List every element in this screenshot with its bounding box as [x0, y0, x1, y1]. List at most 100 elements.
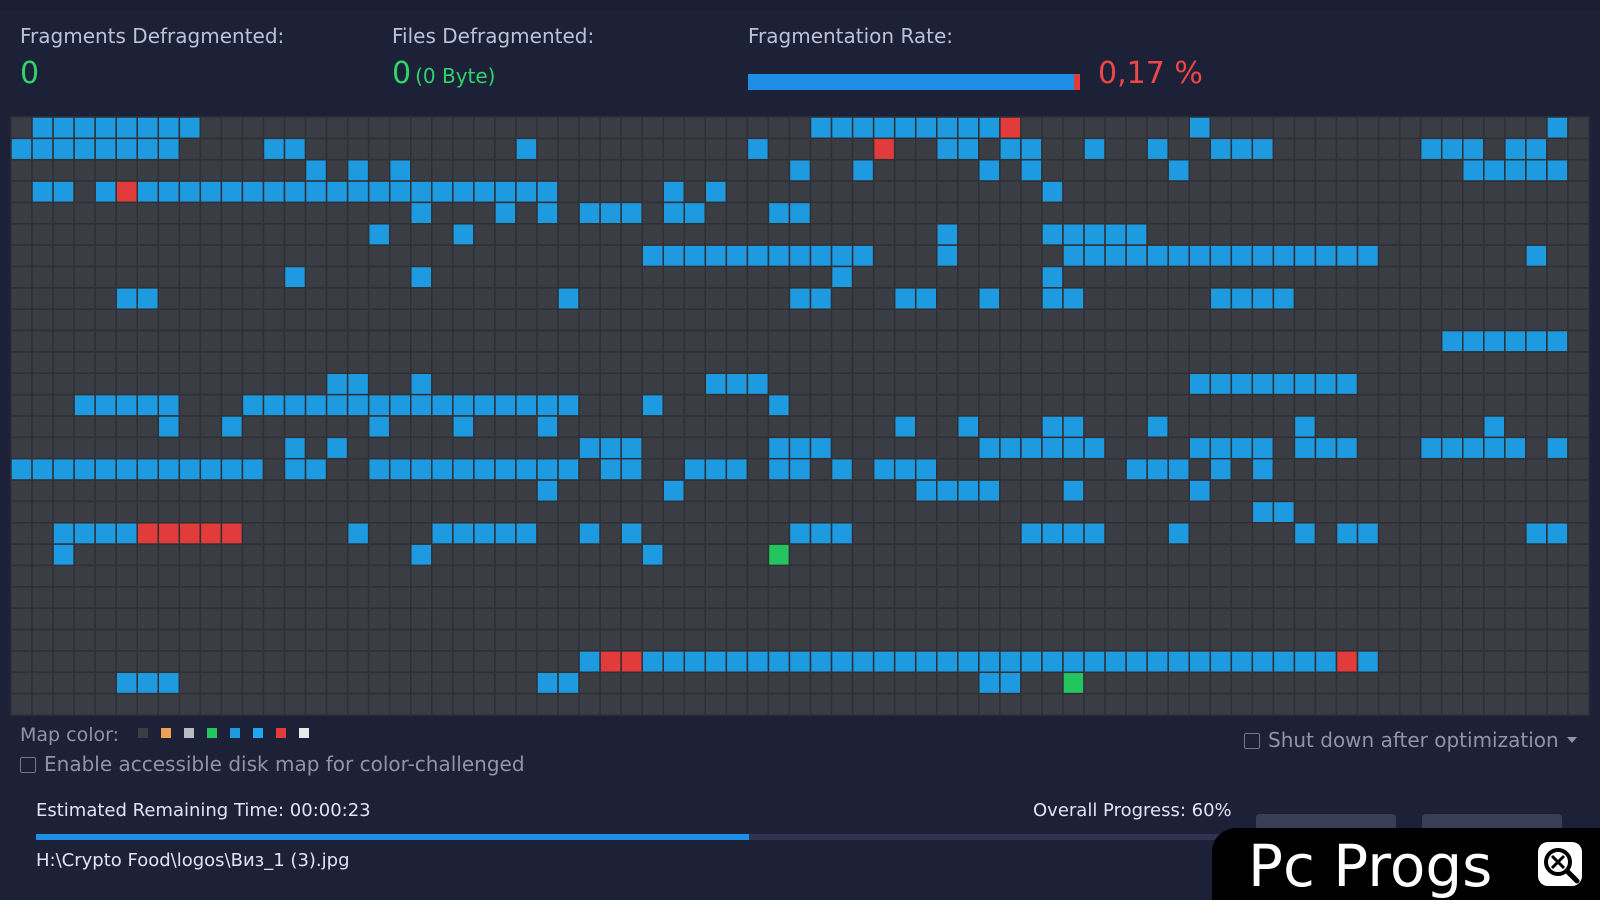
- disk-map-cell-empty: [872, 500, 896, 524]
- disk-map-cell-empty: [1146, 628, 1169, 652]
- disk-map-cell-empty: [1251, 692, 1275, 716]
- disk-map-cell-empty: [1377, 137, 1401, 161]
- disk-map-cell-empty: [178, 415, 202, 439]
- disk-map-cell-empty: [1272, 628, 1296, 652]
- disk-map-cell-empty: [599, 116, 622, 140]
- disk-map-cell-empty: [431, 308, 454, 332]
- disk-map-cell-empty: [1020, 415, 1043, 439]
- accessible-map-option[interactable]: Enable accessible disk map for color-cha…: [20, 752, 525, 776]
- disk-map-cell-empty: [599, 586, 622, 609]
- disk-map-cell-empty: [473, 500, 496, 524]
- disk-map-cell-empty: [914, 500, 938, 524]
- disk-map-cell-empty: [1293, 457, 1317, 481]
- disk-map-cell-empty: [683, 265, 707, 289]
- disk-map-cell-empty: [367, 500, 391, 524]
- disk-map-cell-empty: [1483, 543, 1506, 567]
- disk-map-cell-empty: [515, 329, 538, 353]
- disk-map-cell-empty: [1314, 479, 1338, 503]
- disk-map-cell-empty: [1167, 436, 1190, 460]
- disk-map-cell-empty: [178, 628, 202, 652]
- disk-map-cell-used: [1546, 116, 1569, 140]
- disk-map-cell-empty: [1398, 628, 1422, 652]
- disk-map-cell-empty: [1314, 628, 1338, 652]
- disk-map-cell-empty: [893, 180, 917, 204]
- disk-map-cell-empty: [367, 479, 391, 503]
- disk-map-cell-empty: [410, 137, 433, 161]
- disk-map-cell-empty: [1398, 393, 1422, 417]
- disk-map-cell-empty: [452, 586, 475, 609]
- disk-map-cell-empty: [515, 158, 538, 182]
- disk-map-cell-empty: [872, 393, 896, 417]
- disk-map-cell-empty: [557, 137, 580, 161]
- disk-map-cell-empty: [1546, 287, 1569, 310]
- disk-map-cell-empty: [1293, 116, 1317, 140]
- disk-map-cell-empty: [1293, 692, 1317, 716]
- disk-map-cell-used: [1083, 223, 1106, 246]
- disk-map-cell-empty: [1314, 351, 1338, 375]
- disk-map-cell-empty: [746, 543, 770, 567]
- watermark-text: Pc Progs: [1248, 832, 1493, 900]
- disk-map-cell-empty: [1462, 201, 1485, 225]
- disk-map-cell-used: [767, 457, 791, 481]
- disk-map-cell-empty: [1377, 372, 1401, 396]
- disk-map-cell-empty: [1525, 116, 1548, 140]
- disk-map-cell-empty: [704, 265, 728, 289]
- disk-map-cell-empty: [262, 564, 286, 588]
- disk-map-cell-empty: [367, 372, 391, 396]
- shutdown-checkbox[interactable]: [1244, 733, 1260, 749]
- disk-map-cell-empty: [704, 158, 728, 182]
- disk-map-cell-empty: [978, 692, 1001, 716]
- disk-map-cell-empty: [725, 393, 749, 417]
- disk-map-cell-empty: [1083, 415, 1106, 439]
- disk-map-cell-empty: [136, 415, 160, 439]
- disk-map-cell-empty: [1525, 543, 1548, 567]
- disk-map-cell-fragmented: [872, 137, 896, 161]
- accessible-map-checkbox[interactable]: [20, 757, 36, 773]
- disk-map-cell-empty: [452, 137, 475, 161]
- disk-map-cell-empty: [73, 158, 96, 182]
- disk-map-cell-empty: [1546, 671, 1569, 695]
- disk-map-cell-empty: [115, 436, 138, 460]
- disk-map-cell-empty: [494, 137, 517, 161]
- disk-map-cell-empty: [346, 287, 370, 310]
- disk-map-cell-empty: [1314, 457, 1338, 481]
- disk-map-cell-empty: [367, 351, 391, 375]
- disk-map-cell-empty: [1440, 158, 1464, 182]
- disk-map-cell-empty: [1546, 137, 1569, 161]
- disk-map-cell-empty: [52, 329, 75, 353]
- disk-map-cell-used: [557, 457, 580, 481]
- disk-map-cell-empty: [536, 564, 559, 588]
- shutdown-option[interactable]: Shut down after optimization: [1244, 728, 1577, 752]
- disk-map-cell-empty: [683, 543, 707, 567]
- disk-map-cell-empty: [388, 137, 412, 161]
- disk-map-cell-used: [893, 116, 917, 140]
- disk-map-cell-used: [346, 372, 370, 396]
- disk-map-cell-empty: [283, 650, 307, 674]
- disk-map-cell-used: [494, 457, 517, 481]
- disk-map-cell-empty: [136, 586, 160, 609]
- disk-map-cell-empty: [704, 329, 728, 353]
- disk-map-cell-empty: [515, 543, 538, 567]
- disk-map-cell-empty: [1125, 415, 1148, 439]
- disk-map-cell-empty: [262, 244, 286, 268]
- disk-map-cell-used: [410, 180, 433, 204]
- disk-map-cell-empty: [957, 586, 980, 609]
- disk-map-cell-empty: [1314, 287, 1338, 310]
- disk-map-cell-empty: [1104, 287, 1127, 310]
- disk-map-cell-used: [157, 137, 181, 161]
- disk-map-cell-empty: [599, 607, 622, 631]
- disk-map-cell-empty: [620, 393, 643, 417]
- disk-map-cell-empty: [1293, 393, 1317, 417]
- disk-map-cell-empty: [1504, 586, 1527, 609]
- disk-map-cell-used: [94, 393, 117, 417]
- chevron-down-icon[interactable]: [1566, 737, 1577, 743]
- disk-map-cell-empty: [599, 223, 622, 246]
- disk-map-cell-empty: [872, 436, 896, 460]
- disk-map-cell-empty: [304, 564, 328, 588]
- disk-map-cell-empty: [1525, 308, 1548, 332]
- disk-map-cell-used: [1335, 436, 1359, 460]
- disk-map-cell-used: [494, 201, 517, 225]
- disk-map-cell-empty: [367, 158, 391, 182]
- disk-map-cell-empty: [557, 586, 580, 609]
- disk-map-cell-empty: [1188, 692, 1212, 716]
